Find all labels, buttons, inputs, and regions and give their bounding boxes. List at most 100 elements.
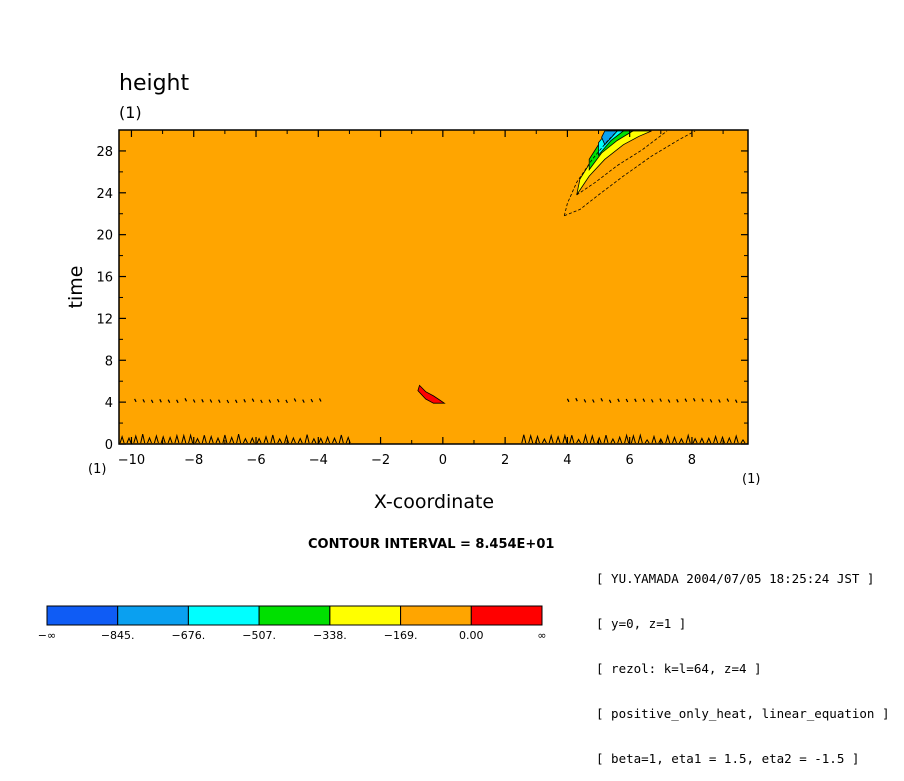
- noise-contour-mark: [692, 398, 696, 402]
- noise-contour-mark: [119, 435, 125, 444]
- noise-contour-mark: [176, 399, 179, 404]
- noise-contour-mark: [302, 399, 305, 403]
- noise-contour-mark: [249, 436, 255, 444]
- noise-contour-mark: [147, 436, 152, 444]
- noise-contour-mark: [589, 434, 595, 444]
- y-tick-label: 12: [96, 312, 113, 327]
- noise-contour-mark: [658, 437, 664, 444]
- noise-contour-mark: [297, 437, 303, 444]
- noise-contour-mark: [208, 434, 214, 444]
- colorbar-label: −676.: [172, 629, 206, 642]
- y-axis-unit: (1): [742, 472, 760, 487]
- noise-contour-mark: [583, 433, 588, 444]
- noise-contour-mark: [174, 433, 180, 444]
- noise-contour-mark: [263, 435, 269, 444]
- noise-contour-mark: [270, 434, 276, 444]
- noise-contour-mark: [610, 437, 616, 444]
- noise-contour-mark: [268, 399, 272, 403]
- noise-contour-mark: [325, 435, 331, 444]
- noise-contour-mark: [726, 436, 732, 444]
- noise-contour-mark: [699, 437, 705, 444]
- info-panel: [ YU.YAMADA 2004/07/05 18:25:24 JST ] [ …: [596, 541, 890, 781]
- noise-contour-mark: [160, 435, 166, 444]
- noise-contour-mark: [521, 434, 527, 444]
- noise-contour-mark: [285, 399, 288, 404]
- noise-contour-mark: [192, 399, 196, 403]
- colorbar-label: 0.00: [459, 629, 484, 642]
- noise-contour-mark: [642, 398, 646, 402]
- noise-contour-mark: [140, 433, 146, 444]
- noise-contour-mark: [678, 437, 684, 444]
- y-tick-label: 24: [96, 187, 113, 202]
- noise-contour-mark: [338, 434, 344, 444]
- noise-contour-mark: [608, 399, 612, 404]
- noise-contour-mark: [256, 437, 262, 444]
- noise-contour-mark: [126, 436, 132, 444]
- noise-contour-mark: [726, 398, 730, 402]
- noise-contour-mark: [134, 398, 137, 403]
- noise-contour-mark: [713, 434, 719, 444]
- noise-contour-mark: [676, 399, 679, 403]
- x-tick-label: 2: [501, 453, 509, 468]
- noise-contour-mark: [569, 435, 575, 444]
- info-experiment: [ positive_only_heat, linear_equation ]: [596, 706, 890, 721]
- noise-contour-mark: [318, 437, 324, 444]
- info-parameters: [ beta=1, eta1 = 1.5, eta2 = -1.5 ]: [596, 751, 860, 766]
- noise-contour-mark: [243, 399, 246, 403]
- y-tick-label: 8: [105, 354, 113, 369]
- noise-contour-mark: [555, 435, 561, 444]
- noise-contour-mark: [600, 398, 604, 402]
- x-axis-label: X-coordinate: [374, 491, 494, 513]
- colorbar-band: [329, 605, 402, 626]
- noise-contour-mark: [650, 399, 654, 403]
- noise-contour-mark: [576, 438, 582, 444]
- chart-title: height: [119, 71, 189, 96]
- colorbar-label: −845.: [101, 629, 135, 642]
- noise-contour-mark: [226, 399, 230, 404]
- y-tick-label: 28: [96, 145, 113, 160]
- y-tick-label: 20: [96, 229, 113, 244]
- colorbar: −∞ −845. −676. −507. −338. −169. 0.00 ∞: [38, 605, 547, 642]
- noise-contour-mark: [277, 437, 283, 444]
- noise-contour-mark: [548, 433, 554, 444]
- contour-interval: CONTOUR INTERVAL = 8.454E+01: [308, 537, 554, 552]
- noise-contour-mark: [562, 433, 568, 444]
- contour-figure: height (1) −10 −8 −6 −4 −2 0 2 4 6 80481216202428…: [38, 71, 761, 642]
- info-resolution: [ rezol: k=l=64, z=4 ]: [596, 661, 762, 676]
- title-unit: (1): [119, 103, 142, 122]
- noise-contour-mark: [692, 437, 698, 444]
- x-tick-label: 8: [688, 453, 696, 468]
- noise-contour-mark: [184, 398, 188, 402]
- noise-contour-mark: [167, 399, 171, 403]
- noise-contour-mark: [201, 435, 207, 444]
- colorbar-band: [258, 605, 331, 626]
- noise-contour-mark: [684, 398, 688, 402]
- colorbar-label: ∞: [537, 629, 546, 642]
- noise-contour-mark: [222, 434, 228, 444]
- noise-contour-mark: [209, 399, 213, 403]
- noise-contour-mark: [318, 398, 322, 402]
- colorbar-label: −∞: [38, 629, 56, 642]
- x-axis-unit: (1): [88, 462, 106, 477]
- x-tick-label: 0: [439, 453, 447, 468]
- noise-contour-mark: [229, 436, 235, 444]
- info-author: [ YU.YAMADA 2004/07/05 18:25:24 JST ]: [596, 571, 875, 586]
- x-tick-label: −6: [246, 453, 265, 468]
- noise-contour-mark: [153, 434, 159, 444]
- noise-contour-mark: [188, 433, 194, 444]
- noise-contour-mark: [592, 399, 595, 403]
- noise-contour-mark: [293, 398, 297, 402]
- noise-contour-mark: [236, 433, 242, 444]
- x-tick-label: −2: [371, 453, 390, 468]
- colorbar-label: −338.: [313, 629, 347, 642]
- colorbar-label: −507.: [242, 629, 276, 642]
- info-position: [ y=0, z=1 ]: [596, 616, 687, 631]
- noise-contour-mark: [659, 398, 662, 402]
- noise-contour-mark: [159, 399, 162, 403]
- noise-contour-mark: [603, 434, 609, 444]
- colorbar-band: [117, 605, 189, 626]
- y-tick-label: 0: [105, 438, 113, 453]
- noise-contour-mark: [251, 398, 255, 402]
- noise-contour-mark: [260, 399, 263, 404]
- noise-contour-mark: [195, 437, 200, 444]
